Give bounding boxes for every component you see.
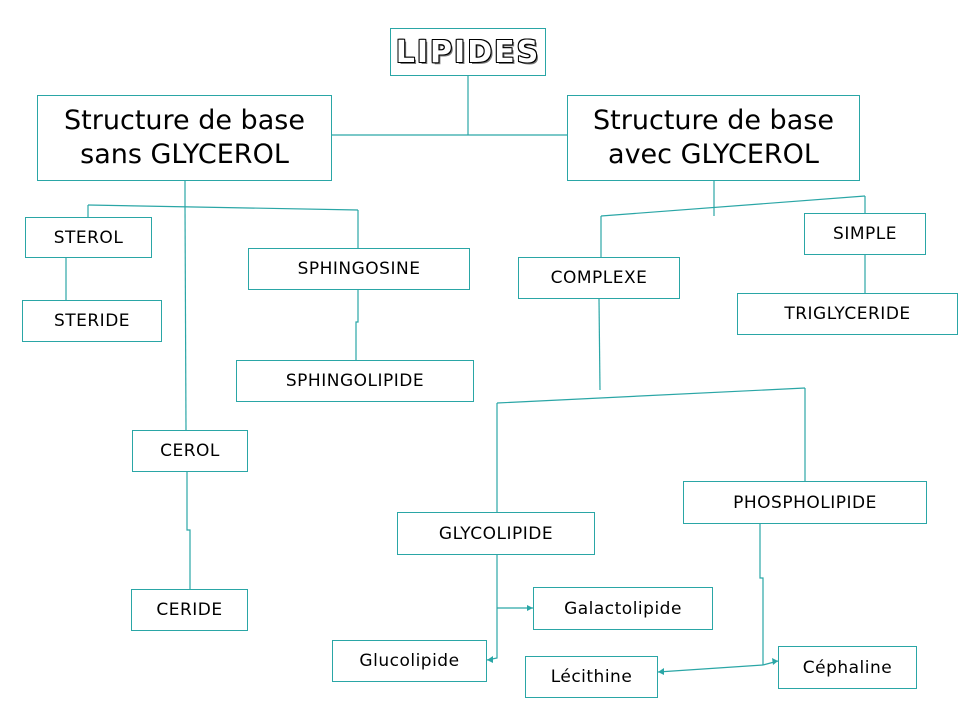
node-triglyceride-label: TRIGLYCERIDE bbox=[784, 304, 911, 324]
connector-glycolipide-glucolipide bbox=[486, 608, 498, 661]
arrowhead-cephaline bbox=[772, 658, 778, 665]
connector-complexe-hbar bbox=[496, 387, 806, 404]
node-lecithine-label: Lécithine bbox=[550, 667, 633, 687]
node-sans-glycerol-line2: sans GLYCEROL bbox=[80, 139, 289, 170]
node-sterol-label: STEROL bbox=[53, 227, 124, 248]
node-phospholipide-label: PHOSPHOLIPIDE bbox=[733, 492, 877, 513]
node-sans-glycerol-line1: Structure de base bbox=[64, 105, 305, 136]
node-ceride-label: CERIDE bbox=[156, 600, 223, 620]
connector-phospholipide-down bbox=[759, 524, 764, 665]
node-glycolipide-label: GLYCOLIPIDE bbox=[438, 523, 554, 544]
node-glucolipide-label: Glucolipide bbox=[359, 651, 460, 671]
node-complexe: COMPLEXE bbox=[518, 257, 680, 299]
node-galactolipide-label: Galactolipide bbox=[564, 598, 682, 619]
node-steride-label: STERIDE bbox=[53, 311, 131, 331]
node-cerol-label: CEROL bbox=[160, 441, 220, 461]
node-avec-glycerol-line1: Structure de base bbox=[593, 105, 834, 136]
node-lecithine: Lécithine bbox=[525, 656, 658, 698]
connector-phospholipide-lecithine bbox=[657, 664, 764, 673]
node-lipides: LIPIDES bbox=[390, 28, 546, 76]
node-sphingolipide: SPHINGOLIPIDE bbox=[236, 360, 474, 402]
node-sphingolipide-label: SPHINGOLIPIDE bbox=[285, 371, 425, 391]
connector-cerol-ceride bbox=[186, 472, 191, 589]
arrowhead-galactolipide bbox=[527, 605, 533, 611]
node-phospholipide: PHOSPHOLIPIDE bbox=[683, 481, 927, 524]
connector-sans-hbar bbox=[87, 204, 359, 211]
node-simple: SIMPLE bbox=[804, 213, 926, 255]
arrowhead-lecithine bbox=[658, 668, 664, 675]
node-avec-glycerol-line2: avec GLYCEROL bbox=[608, 139, 819, 170]
node-simple-label: SIMPLE bbox=[833, 224, 897, 244]
node-sterol: STEROL bbox=[25, 217, 152, 258]
node-triglyceride: TRIGLYCERIDE bbox=[737, 293, 958, 335]
node-complexe-label: COMPLEXE bbox=[550, 268, 648, 288]
node-lipides-label: LIPIDES bbox=[395, 34, 541, 70]
node-cephaline-label: Céphaline bbox=[802, 657, 893, 678]
node-steride: STERIDE bbox=[22, 300, 162, 342]
node-cephaline: Céphaline bbox=[778, 646, 917, 689]
node-ceride: CERIDE bbox=[131, 589, 248, 631]
node-sphingosine-label: SPHINGOSINE bbox=[297, 259, 421, 279]
node-structure-avec-glycerol: Structure de base avec GLYCEROL bbox=[567, 95, 860, 181]
connector-avec-hbar bbox=[600, 195, 866, 217]
node-sphingosine: SPHINGOSINE bbox=[248, 248, 470, 290]
connector-sphingosine-sphingolipide bbox=[355, 290, 359, 360]
node-structure-sans-glycerol: Structure de base sans GLYCEROL bbox=[37, 95, 332, 181]
connector-trunk-to-cerol bbox=[184, 204, 187, 431]
node-glucolipide: Glucolipide bbox=[332, 640, 487, 682]
node-galactolipide: Galactolipide bbox=[533, 587, 713, 630]
node-cerol: CEROL bbox=[132, 430, 248, 472]
node-glycolipide: GLYCOLIPIDE bbox=[397, 512, 595, 555]
arrowhead-glucolipide bbox=[487, 656, 493, 663]
connector-complexe-trunk bbox=[598, 298, 601, 391]
